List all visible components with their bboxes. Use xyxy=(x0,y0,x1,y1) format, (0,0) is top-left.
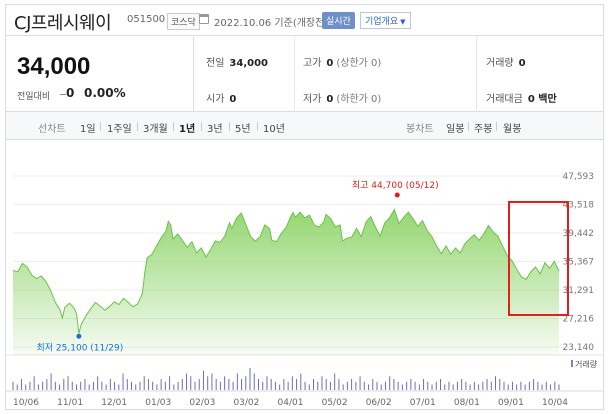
high-price: 고가 0 (상한가 0) xyxy=(303,54,381,69)
company-info-dropdown[interactable]: 기업개요 ▼ xyxy=(360,12,411,29)
market-badge: 코스닥 xyxy=(167,13,200,30)
y-tick-label: 27,216 xyxy=(563,315,595,325)
tab-daily[interactable]: 일봉 xyxy=(446,124,465,135)
divider xyxy=(294,37,295,112)
tab-separator xyxy=(496,122,497,131)
low-annotation: 최저 25,100 (11/29) xyxy=(37,342,124,353)
y-tick-label: 23,140 xyxy=(563,343,595,353)
price-area xyxy=(13,209,559,355)
open-label: 시가 xyxy=(206,94,225,105)
tab-3y[interactable]: 3년 xyxy=(207,124,223,135)
candle-chart-label: 봉차트 xyxy=(406,124,434,135)
tab-weekly[interactable]: 주봉 xyxy=(474,124,493,135)
y-tick-label: 39,442 xyxy=(563,229,595,239)
prev-close-label: 전일 xyxy=(206,58,225,69)
x-tick-label: 07/01 xyxy=(410,398,436,408)
low-value: 0 xyxy=(326,94,334,105)
company-info-label: 기업개요 xyxy=(365,17,399,27)
high-marker xyxy=(394,192,400,198)
x-tick-label: 12/01 xyxy=(101,398,127,408)
tab-separator xyxy=(173,122,174,131)
x-tick-label: 01/03 xyxy=(145,398,171,408)
y-tick-label: 43,518 xyxy=(563,201,595,211)
tab-separator xyxy=(201,122,202,131)
realtime-button[interactable]: 실시간 xyxy=(322,12,355,29)
stock-header: CJ프레시웨이 051500 코스닥 2022.10.06 기준(개장전) 실시… xyxy=(6,5,603,36)
lower-limit: (하한가 0) xyxy=(336,94,382,105)
x-tick-label: 11/01 xyxy=(57,398,83,408)
volume-legend-swatch xyxy=(571,360,573,367)
tab-monthly[interactable]: 월봉 xyxy=(503,124,522,135)
period-tabs: 선차트 1일 1주일 3개월 1년 3년 5년 10년 봉차트 일봉 주봉 월봉 xyxy=(6,112,603,140)
volume-label: 거래량 xyxy=(575,359,598,369)
prev-close: 전일 34,000 xyxy=(206,54,268,69)
high-value: 0 xyxy=(326,58,334,69)
tab-separator xyxy=(137,122,138,131)
flat-indicator-icon xyxy=(60,94,66,95)
divider xyxy=(476,37,477,112)
highlight-box xyxy=(508,201,569,316)
x-tick-label: 02/03 xyxy=(189,398,215,408)
volume: 거래량 0 xyxy=(486,54,526,69)
x-tick-label: 08/01 xyxy=(454,398,480,408)
high-annotation: 최고 44,700 (05/12) xyxy=(352,180,439,191)
low-price: 저가 0 (하한가 0) xyxy=(303,90,381,105)
amount-label: 거래대금 xyxy=(486,94,523,105)
tab-10y[interactable]: 10년 xyxy=(263,124,285,135)
x-tick-label: 09/01 xyxy=(498,398,524,408)
y-tick-label: 31,291 xyxy=(563,286,595,296)
stock-code: 051500 xyxy=(127,14,166,25)
price-chart-svg: 47,593 43,518 39,442 35,367 31,291 27,216 23,1… xyxy=(6,172,603,408)
upper-limit: (상한가 0) xyxy=(336,58,382,69)
tab-1w[interactable]: 1주일 xyxy=(107,124,132,135)
calendar-icon xyxy=(199,14,209,24)
x-tick-label: 03/02 xyxy=(233,398,259,408)
tab-separator xyxy=(257,122,258,131)
amount-value: 0 백만 xyxy=(527,94,557,105)
tab-separator xyxy=(468,122,469,131)
x-tick-label: 10/04 xyxy=(542,398,568,408)
line-chart-label: 선차트 xyxy=(38,124,66,135)
tab-1y[interactable]: 1년 xyxy=(179,124,196,135)
low-marker xyxy=(76,333,82,339)
low-label: 저가 xyxy=(303,94,322,105)
trade-amount: 거래대금 0 백만 xyxy=(486,90,557,105)
tab-separator xyxy=(229,122,230,131)
tab-3m[interactable]: 3개월 xyxy=(143,124,168,135)
volume-value: 0 xyxy=(518,58,526,69)
change-percent: 0.00% xyxy=(84,86,126,100)
tab-separator xyxy=(100,122,101,131)
price-chart[interactable]: 47,593 43,518 39,442 35,367 31,291 27,216 23,1… xyxy=(6,141,603,410)
x-tick-label: 10/06 xyxy=(13,398,39,408)
change-label: 전일대비 xyxy=(17,92,51,102)
x-tick-label: 04/01 xyxy=(278,398,304,408)
caret-down-icon: ▼ xyxy=(400,18,406,26)
tab-5y[interactable]: 5년 xyxy=(235,124,251,135)
y-tick-label: 35,367 xyxy=(563,258,595,268)
reference-date: 2022.10.06 기준(개장전) xyxy=(214,18,329,29)
stock-widget: CJ프레시웨이 051500 코스닥 2022.10.06 기준(개장전) 실시… xyxy=(5,4,604,410)
open-price: 시가 0 xyxy=(206,90,236,105)
price-block: 34,000 전일대비 0 0.00% xyxy=(6,37,194,112)
volume-label: 거래량 xyxy=(486,58,514,69)
high-label: 고가 xyxy=(303,58,322,69)
company-name[interactable]: CJ프레시웨이 xyxy=(14,13,112,34)
change-value: 0 xyxy=(66,86,75,100)
x-tick-label: 06/02 xyxy=(366,398,392,408)
x-tick-label: 05/02 xyxy=(322,398,348,408)
y-tick-label: 47,593 xyxy=(563,172,595,182)
quote-panel: 34,000 전일대비 0 0.00% 전일 34,000 시가 0 고가 0 (상한가… xyxy=(6,37,603,112)
prev-close-value: 34,000 xyxy=(229,58,268,69)
current-price: 34,000 xyxy=(17,53,91,80)
tab-1d[interactable]: 1일 xyxy=(80,124,96,135)
price-line xyxy=(12,208,560,334)
open-value: 0 xyxy=(229,94,237,105)
